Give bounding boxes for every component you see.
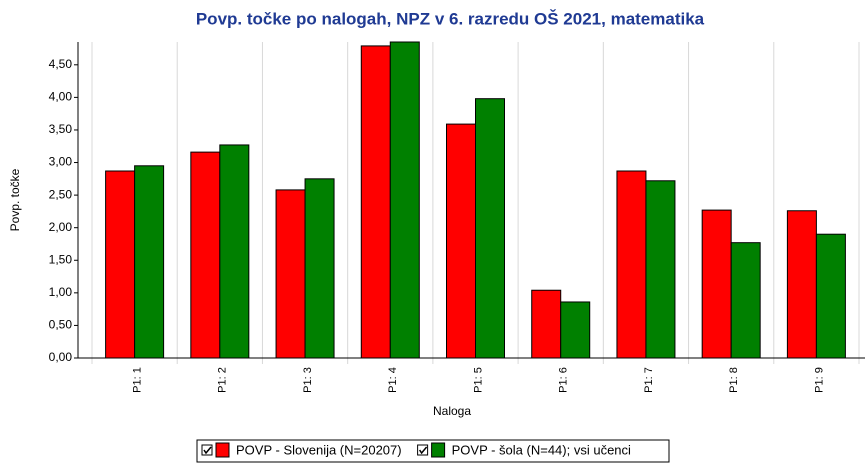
chart-title: Povp. točke po nalogah, NPZ v 6. razredu… xyxy=(196,9,705,28)
bar xyxy=(446,123,476,359)
bar xyxy=(304,178,335,359)
legend-label: POVP - šola (N=44); vsi učenci xyxy=(452,442,631,457)
x-tick-label: P1: 5 xyxy=(472,367,484,393)
bar xyxy=(815,233,846,359)
x-tick-label: P1: 9 xyxy=(813,367,825,393)
legend-swatch xyxy=(215,442,230,458)
x-tick-label: P1: 8 xyxy=(728,367,740,393)
legend-check xyxy=(418,446,428,455)
bar xyxy=(701,209,732,359)
bar xyxy=(616,170,647,359)
bar xyxy=(531,289,562,359)
y-tick-label: 4,00 xyxy=(49,90,73,104)
y-tick-label: 0,00 xyxy=(49,350,73,364)
x-tick-label: P1: 2 xyxy=(217,367,229,393)
bar xyxy=(645,180,676,359)
y-tick-label: 3,00 xyxy=(49,155,73,169)
bar xyxy=(786,210,817,359)
bar xyxy=(389,41,420,359)
bar xyxy=(560,301,591,359)
bar xyxy=(730,242,761,359)
y-tick-label: 0,50 xyxy=(49,318,73,332)
bar xyxy=(190,151,221,359)
legend-label: POVP - Slovenija (N=20207) xyxy=(236,442,402,457)
y-tick-label: 1,00 xyxy=(49,285,73,299)
y-tick-label: 4,50 xyxy=(49,57,73,71)
bar xyxy=(360,45,391,359)
x-tick-label: P1: 4 xyxy=(387,367,399,393)
bar xyxy=(219,144,250,359)
y-tick-label: 2,00 xyxy=(49,220,73,234)
bar xyxy=(105,170,136,359)
legend-checkbox xyxy=(201,444,213,456)
x-axis-label: Naloga xyxy=(433,404,471,418)
x-tick-label: P1: 7 xyxy=(643,367,655,393)
legend-check xyxy=(203,446,212,455)
bar xyxy=(475,98,505,359)
x-tick-label: P1: 3 xyxy=(302,367,314,393)
bar xyxy=(134,165,165,359)
bar xyxy=(275,189,306,359)
x-tick-label: P1: 6 xyxy=(558,367,570,393)
legend-swatch xyxy=(431,442,446,458)
y-tick-label: 2,50 xyxy=(49,187,73,201)
x-tick-label: P1: 1 xyxy=(132,367,144,393)
legend-checkbox xyxy=(417,444,429,456)
y-tick-label: 1,50 xyxy=(49,252,73,266)
y-axis-label: Povp. točke xyxy=(8,168,22,231)
y-tick-label: 3,50 xyxy=(49,122,73,136)
